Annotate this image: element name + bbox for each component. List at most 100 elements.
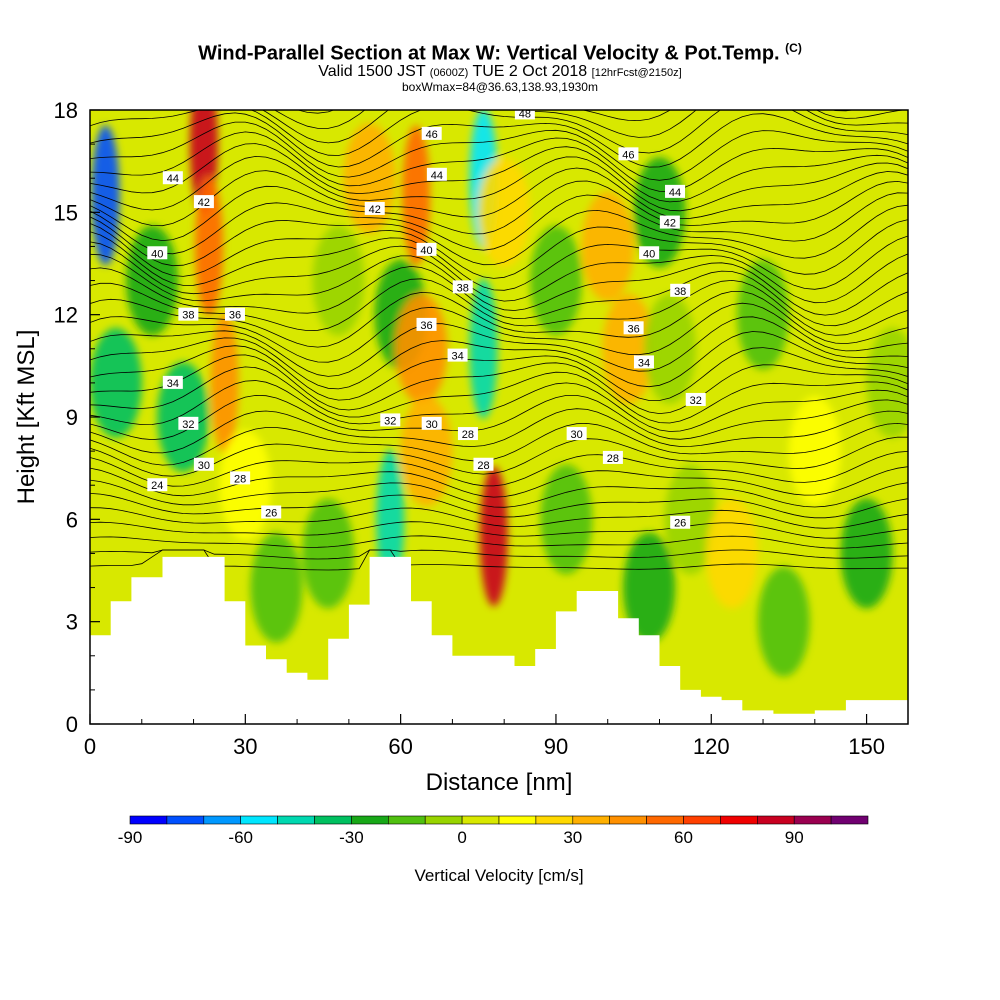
theta-label-box [623, 321, 644, 335]
theta-label-text: 48 [519, 108, 531, 120]
velocity-cell [210, 312, 239, 453]
theta-label: 30 [566, 427, 587, 441]
x-tick-label: 150 [848, 734, 885, 759]
velocity-cell [469, 278, 498, 419]
colorbar-swatch [461, 815, 500, 825]
velocity-cell [376, 449, 405, 590]
theta-contour-line [90, 167, 908, 227]
velocity-cell [866, 327, 908, 438]
theta-label-text: 40 [643, 248, 655, 260]
colorbar-tick-label: 30 [563, 828, 582, 847]
colorbar-tick-label: 0 [457, 828, 466, 847]
theta-label: 38 [452, 280, 473, 294]
theta-contour-line [90, 253, 908, 316]
theta-label-text: 32 [182, 419, 194, 431]
colorbar-swatch [129, 815, 168, 825]
theta-label: 26 [261, 505, 282, 520]
theta-contour-line [90, 302, 908, 363]
colorbar-swatch [572, 815, 610, 825]
theta-label-box [421, 126, 442, 140]
theta-contour-line [90, 155, 908, 212]
velocity-cell [478, 157, 531, 268]
forecast-info: [12hrFcst@2150z] [591, 66, 682, 79]
theta-contour-line [90, 131, 908, 193]
theta-label: 46 [618, 147, 639, 161]
theta-label: 44 [426, 167, 447, 182]
velocity-cell [705, 498, 758, 609]
theta-label-text: 44 [167, 173, 179, 185]
y-tick-label: 3 [66, 610, 78, 635]
colorbar-swatch [203, 815, 242, 825]
theta-label: 42 [659, 215, 680, 230]
theta-label: 36 [623, 321, 644, 335]
colorbar-tick-label: 60 [674, 828, 693, 847]
theta-label-text: 34 [451, 351, 463, 363]
y-tick-label: 12 [54, 303, 78, 328]
theta-contour-line [90, 143, 908, 203]
colorbar-tick-label: -30 [339, 828, 364, 847]
theta-label: 32 [685, 392, 706, 407]
theta-label-text: 38 [674, 286, 686, 298]
theta-label: 34 [633, 355, 654, 369]
theta-label: 42 [364, 201, 385, 216]
x-tick-label: 120 [693, 734, 730, 759]
theta-label-box [193, 195, 214, 209]
theta-contour-line [90, 219, 908, 279]
x-tick-label: 30 [233, 734, 257, 759]
y-tick-label: 18 [54, 98, 78, 123]
y-tick-label: 15 [54, 200, 78, 225]
theta-label-text: 28 [462, 429, 474, 441]
theta-label-box [147, 246, 168, 260]
velocity-cell [312, 225, 365, 336]
theta-contour-line [90, 316, 908, 377]
theta-contour-line [90, 479, 908, 508]
theta-label-box [224, 307, 245, 321]
chart-title: Wind-Parallel Section at Max W: Vertical… [198, 42, 780, 65]
velocity-cell [540, 464, 593, 575]
theta-label-box [452, 280, 473, 294]
copyright-mark: (C) [785, 41, 802, 55]
theta-label: 40 [147, 246, 168, 260]
theta-label: 34 [447, 348, 468, 363]
y-tick-label: 9 [66, 405, 78, 430]
theta-label: 28 [230, 471, 251, 485]
theta-contour-line [90, 265, 908, 327]
velocity-cell [402, 125, 431, 266]
velocity-cell [737, 259, 790, 370]
theta-label: 26 [670, 515, 691, 530]
terrain [90, 556, 908, 724]
theta-contour-line [90, 366, 908, 424]
theta-label-box [178, 307, 199, 321]
theta-label: 36 [224, 307, 245, 322]
theta-label-box [670, 283, 691, 297]
theta-label: 44 [162, 171, 183, 185]
theta-label: 32 [178, 416, 199, 431]
theta-contour-line [90, 110, 908, 156]
theta-label-box [162, 375, 183, 389]
valid-utc: (0600Z) [429, 66, 469, 79]
colorbar-swatch [351, 815, 389, 825]
theta-contour-line [90, 180, 908, 242]
theta-label: 42 [193, 195, 214, 209]
velocity-cell [90, 327, 142, 438]
theta-label-text: 24 [151, 480, 163, 492]
theta-label-text: 32 [690, 395, 702, 407]
theta-label: 38 [670, 283, 691, 298]
theta-labels: 44 42 40 38 36 34 32 30 28 24 26 46 48 44 46 42 44 42 40 40… [147, 106, 706, 530]
colorbar-swatch [756, 815, 795, 825]
theta-label-box [426, 167, 447, 181]
theta-contour-line [90, 535, 908, 549]
theta-contour-line [90, 331, 908, 390]
x-axis-label: Distance [nm] [426, 769, 573, 796]
theta-label-text: 40 [420, 245, 432, 257]
theta-label: 36 [416, 317, 437, 332]
theta-label-box [639, 246, 660, 260]
theta-contour-line [90, 112, 908, 168]
theta-label-text: 30 [198, 460, 210, 472]
theta-contour-line [90, 422, 908, 466]
theta-label: 28 [473, 457, 494, 472]
theta-label-text: 46 [622, 149, 634, 161]
colorbar-swatch [166, 815, 205, 825]
theta-label-box [670, 515, 691, 529]
